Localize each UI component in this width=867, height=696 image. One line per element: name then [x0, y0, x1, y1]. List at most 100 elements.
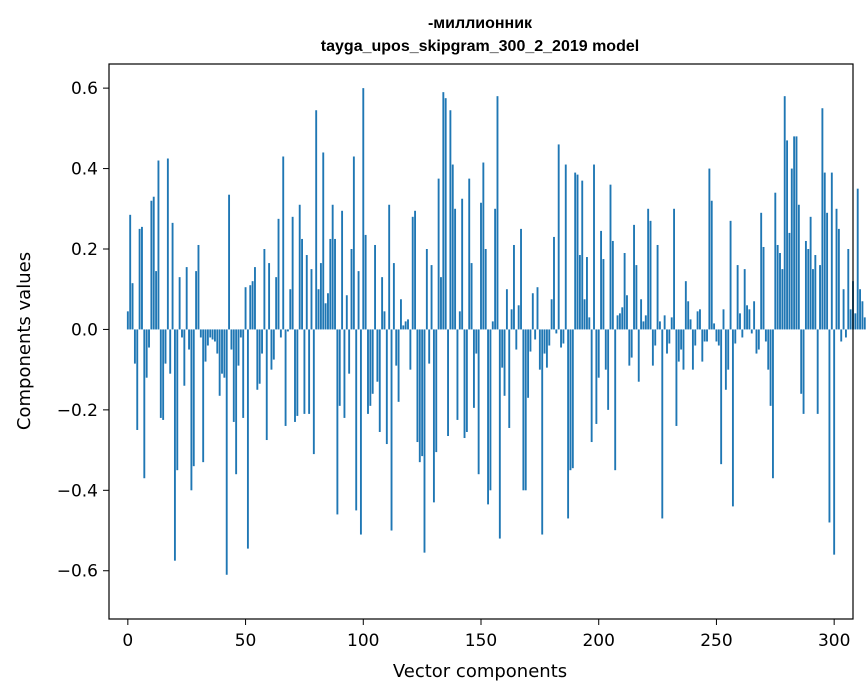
bar	[835, 208, 838, 330]
bar	[204, 329, 207, 362]
bar	[642, 321, 645, 330]
bar	[303, 329, 306, 414]
bar	[440, 277, 442, 330]
bar	[545, 329, 548, 368]
bar	[381, 277, 384, 330]
bar	[776, 244, 779, 330]
bar	[849, 309, 852, 330]
bar	[684, 281, 687, 330]
y-tick-label: 0.4	[71, 160, 98, 180]
bar	[223, 329, 226, 378]
bar	[741, 329, 744, 338]
bar	[461, 198, 464, 330]
bar	[748, 309, 751, 330]
bar	[171, 222, 174, 330]
y-tick-label: −0.2	[57, 401, 98, 421]
bar	[494, 208, 497, 330]
bar	[185, 267, 188, 330]
bar	[706, 329, 708, 342]
bar	[658, 321, 661, 330]
bar	[392, 263, 395, 330]
bar	[197, 244, 200, 330]
x-tick-label: 300	[818, 631, 850, 651]
bar	[600, 230, 603, 330]
bar	[680, 329, 683, 350]
bar	[847, 249, 850, 330]
bar	[291, 216, 294, 330]
bar	[263, 249, 266, 330]
bar	[246, 329, 249, 549]
bar	[477, 329, 480, 475]
bar	[409, 329, 412, 370]
bar	[343, 329, 346, 418]
bar	[842, 289, 845, 330]
bar	[762, 246, 765, 330]
bar	[463, 329, 466, 439]
bar	[722, 309, 725, 330]
bar	[713, 323, 716, 330]
bar	[254, 267, 256, 330]
y-tick-label: 0.6	[71, 79, 98, 99]
bar	[790, 168, 793, 330]
bar	[345, 295, 348, 330]
bar	[576, 174, 579, 330]
bar	[826, 212, 829, 330]
bar	[687, 301, 690, 330]
bar	[809, 216, 812, 330]
bar	[447, 329, 449, 437]
bar	[256, 329, 259, 390]
bar	[251, 281, 254, 330]
bar	[348, 329, 351, 374]
bar	[654, 329, 657, 346]
bar	[421, 329, 424, 457]
bar	[821, 108, 824, 330]
bar	[173, 329, 176, 561]
bar	[524, 329, 527, 491]
bar	[691, 329, 694, 370]
bar	[731, 329, 734, 507]
bar	[418, 329, 421, 463]
chart-subtitle: tayga_upos_skipgram_300_2_2019 model	[321, 38, 639, 55]
bar	[689, 319, 692, 330]
bar	[553, 236, 555, 330]
bar	[209, 329, 212, 338]
bar	[764, 329, 767, 342]
bar	[564, 164, 567, 330]
bar	[498, 329, 501, 539]
bar	[435, 329, 438, 453]
bar	[270, 329, 273, 370]
bar	[338, 329, 341, 406]
bar	[258, 329, 261, 384]
bar	[854, 313, 857, 330]
bar	[814, 255, 817, 330]
bar	[268, 263, 271, 330]
bar	[586, 257, 588, 330]
bar	[828, 329, 831, 523]
bar	[812, 269, 814, 330]
bar	[515, 329, 518, 350]
bar	[750, 329, 753, 334]
bar	[152, 196, 155, 330]
bar	[779, 253, 781, 330]
y-tick-label: −0.4	[57, 481, 98, 501]
bar	[195, 271, 198, 330]
bar	[131, 283, 134, 330]
bar	[369, 329, 372, 406]
bar	[279, 329, 282, 338]
bar	[802, 329, 805, 414]
bar	[296, 329, 299, 416]
bar	[628, 329, 631, 366]
y-tick-label: −0.6	[57, 562, 98, 582]
bar	[538, 329, 541, 370]
bar	[475, 329, 478, 354]
bar	[166, 158, 169, 330]
bar	[517, 305, 520, 330]
bar	[317, 289, 320, 330]
bar	[609, 184, 612, 330]
x-tick-label: 50	[235, 631, 257, 651]
bar	[428, 329, 431, 364]
bar	[430, 265, 433, 330]
y-axis-ticks: 0.6 0.4 0.2 0.0 −0.2 −0.4 −0.6	[57, 79, 109, 582]
bar	[562, 329, 565, 344]
bar	[640, 299, 643, 330]
